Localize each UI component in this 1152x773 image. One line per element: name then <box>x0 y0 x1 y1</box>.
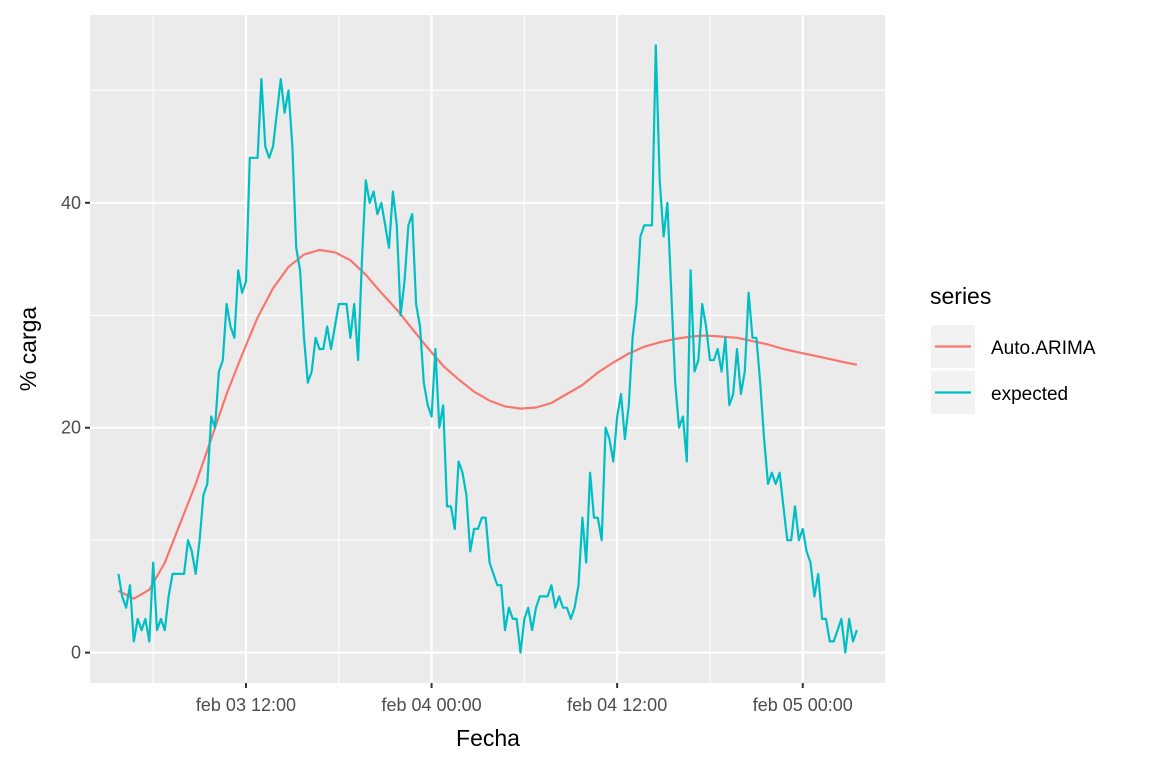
y-tick-label: 20 <box>61 418 81 438</box>
y-tick-label: 0 <box>71 643 81 663</box>
series-line-expected <box>117 44 858 654</box>
major-gridlines <box>90 15 885 683</box>
legend-label-expected: expected <box>991 384 1068 405</box>
legend-item-expected: expected <box>931 371 1068 414</box>
tick-labels: 0 20 40 feb 03 12:00 feb 04 00:00 feb 04 12:0… <box>61 193 853 715</box>
x-tick-label: feb 04 12:00 <box>567 695 667 715</box>
series-layer <box>117 44 858 654</box>
x-tick-label: feb 03 12:00 <box>196 695 296 715</box>
x-tick-label: feb 05 00:00 <box>753 695 853 715</box>
y-axis-title: % carga <box>15 307 41 392</box>
series-line-auto-arima <box>117 248 858 600</box>
legend-title: series <box>930 283 991 309</box>
legend: series Auto.ARIMA expected <box>930 283 1096 414</box>
y-tick-label: 40 <box>61 193 81 213</box>
x-axis-title: Fecha <box>456 725 520 751</box>
legend-label-auto-arima: Auto.ARIMA <box>991 338 1096 359</box>
plot-panel <box>90 15 885 683</box>
x-tick-label: feb 04 00:00 <box>382 695 482 715</box>
legend-item-auto-arima: Auto.ARIMA <box>931 325 1096 368</box>
minor-gridlines <box>90 15 885 683</box>
axis-ticks <box>85 201 804 688</box>
